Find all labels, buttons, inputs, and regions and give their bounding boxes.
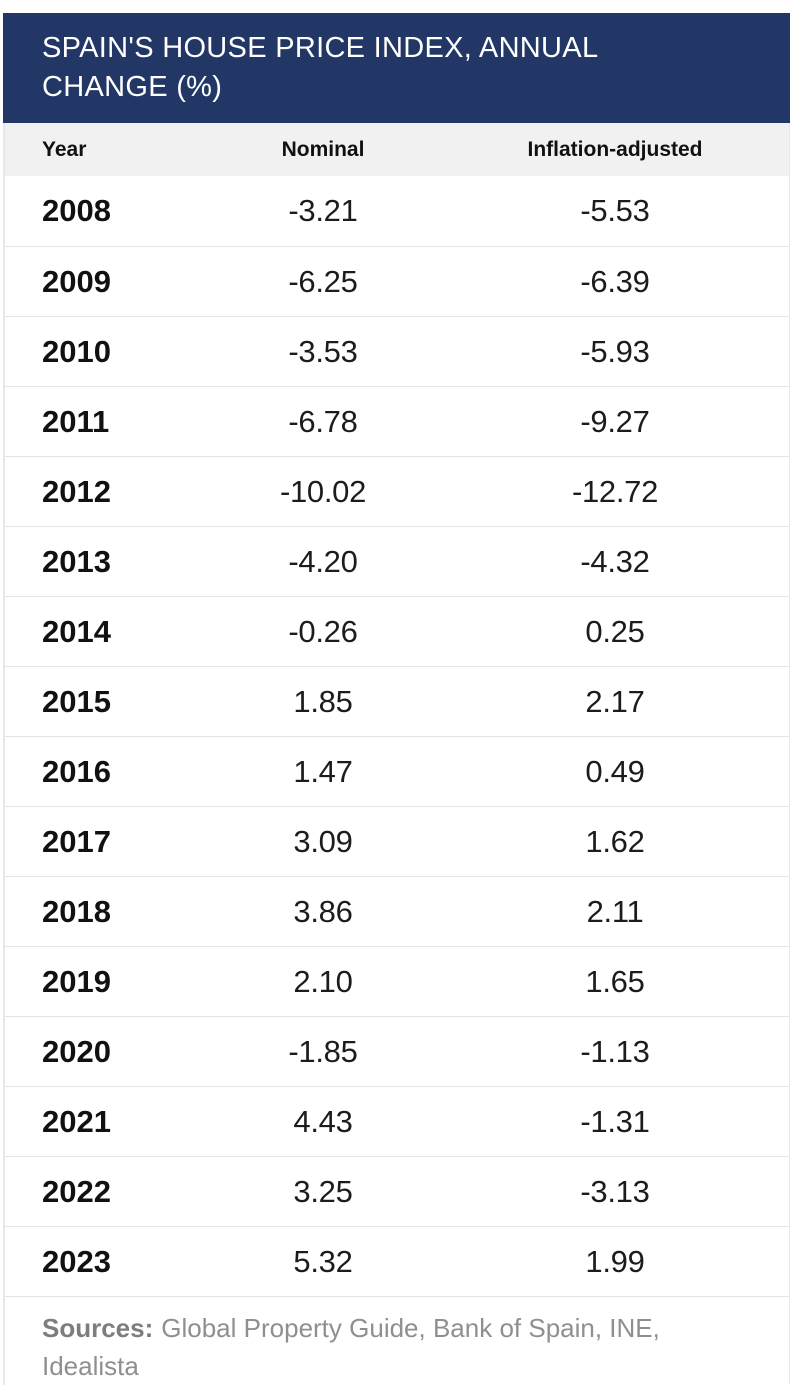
column-header-inflation-adjusted: Inflation-adjusted: [527, 137, 703, 161]
nominal-value-cell: -1.85: [288, 1033, 358, 1069]
table-row: 2014 -0.26 0.25: [5, 596, 789, 666]
year-cell: 2015: [42, 683, 111, 719]
nominal-value-cell: -6.78: [288, 403, 358, 439]
table-title-banner: SPAIN'S HOUSE PRICE INDEX, ANNUAL CHANGE…: [3, 13, 790, 123]
year-cell: 2021: [42, 1103, 111, 1139]
nominal-value-cell: 4.43: [293, 1103, 353, 1139]
year-cell: 2013: [42, 543, 111, 579]
table-row: 2017 3.09 1.62: [5, 806, 789, 876]
nominal-value-cell: -10.02: [279, 473, 367, 509]
nominal-value-cell: -3.53: [288, 333, 358, 369]
table-row: 2018 3.86 2.11: [5, 876, 789, 946]
sources-text: Global Property Guide, Bank of Spain, IN…: [42, 1313, 660, 1381]
year-cell: 2022: [42, 1173, 111, 1209]
nominal-value-cell: 2.10: [293, 963, 353, 999]
year-cell: 2020: [42, 1033, 111, 1069]
inflation-adjusted-value-cell: -5.93: [580, 333, 650, 369]
table-row: 2010 -3.53 -5.93: [5, 316, 789, 386]
year-cell: 2018: [42, 893, 111, 929]
year-cell: 2010: [42, 333, 111, 369]
nominal-value-cell: 3.09: [293, 823, 353, 859]
year-cell: 2023: [42, 1243, 111, 1279]
nominal-value-cell: 3.25: [293, 1173, 353, 1209]
table-body: 2008 -3.21 -5.53 2009 -6.25 -6.39 2010 -3.53 -5.…: [5, 176, 789, 1296]
year-cell: 2011: [42, 403, 110, 439]
inflation-adjusted-value-cell: -6.39: [580, 263, 650, 299]
column-header-row: Year Nominal Inflation-adjusted: [5, 123, 789, 176]
inflation-adjusted-value-cell: 2.17: [585, 683, 645, 719]
year-cell: 2012: [42, 473, 111, 509]
house-price-table: Year Nominal Inflation-adjusted 2008 -3.2…: [3, 123, 790, 1385]
nominal-value-cell: -6.25: [288, 263, 358, 299]
table-row: 2016 1.47 0.49: [5, 736, 789, 806]
table-row: 2021 4.43 -1.31: [5, 1086, 789, 1156]
column-header-year: Year: [42, 137, 87, 161]
nominal-value-cell: 5.32: [293, 1243, 353, 1279]
table-title: SPAIN'S HOUSE PRICE INDEX, ANNUAL CHANGE…: [42, 32, 598, 103]
table-row: 2020 -1.85 -1.13: [5, 1016, 789, 1086]
inflation-adjusted-value-cell: 0.25: [585, 613, 645, 649]
table-row: 2013 -4.20 -4.32: [5, 526, 789, 596]
inflation-adjusted-value-cell: -4.32: [580, 543, 650, 579]
year-cell: 2009: [42, 263, 111, 299]
year-cell: 2008: [42, 193, 111, 228]
table-row: 2009 -6.25 -6.39: [5, 246, 789, 316]
table-row: 2015 1.85 2.17: [5, 666, 789, 736]
inflation-adjusted-value-cell: -1.13: [580, 1033, 650, 1069]
table-row: 2019 2.10 1.65: [5, 946, 789, 1016]
nominal-value-cell: 1.85: [293, 683, 353, 719]
inflation-adjusted-value-cell: -5.53: [580, 193, 650, 228]
year-cell: 2017: [42, 823, 111, 859]
inflation-adjusted-value-cell: 2.11: [586, 893, 644, 929]
column-header-nominal: Nominal: [281, 137, 365, 161]
inflation-adjusted-value-cell: -12.72: [571, 473, 659, 509]
table-row: 2011 -6.78 -9.27: [5, 386, 789, 456]
nominal-value-cell: 1.47: [293, 753, 353, 789]
year-cell: 2016: [42, 753, 111, 789]
inflation-adjusted-value-cell: -9.27: [580, 403, 650, 439]
table-row: 2022 3.25 -3.13: [5, 1156, 789, 1226]
nominal-value-cell: -4.20: [288, 543, 358, 579]
table-row: 2023 5.32 1.99: [5, 1226, 789, 1296]
nominal-value-cell: -3.21: [288, 193, 358, 228]
inflation-adjusted-value-cell: -1.31: [580, 1103, 650, 1139]
table-row: 2012 -10.02 -12.72: [5, 456, 789, 526]
inflation-adjusted-value-cell: -3.13: [580, 1173, 650, 1209]
year-cell: 2014: [42, 613, 111, 649]
year-cell: 2019: [42, 963, 111, 999]
nominal-value-cell: 3.86: [293, 893, 353, 929]
nominal-value-cell: -0.26: [288, 613, 358, 649]
house-price-index-card: SPAIN'S HOUSE PRICE INDEX, ANNUAL CHANGE…: [3, 13, 790, 1385]
inflation-adjusted-value-cell: 1.65: [585, 963, 645, 999]
inflation-adjusted-value-cell: 0.49: [585, 753, 645, 789]
sources-label: Sources:: [42, 1313, 154, 1343]
table-row: 2008 -3.21 -5.53: [5, 176, 789, 246]
inflation-adjusted-value-cell: 1.62: [585, 823, 645, 859]
sources-note: Sources: Global Property Guide, Bank of S…: [5, 1296, 789, 1385]
inflation-adjusted-value-cell: 1.99: [585, 1243, 645, 1279]
